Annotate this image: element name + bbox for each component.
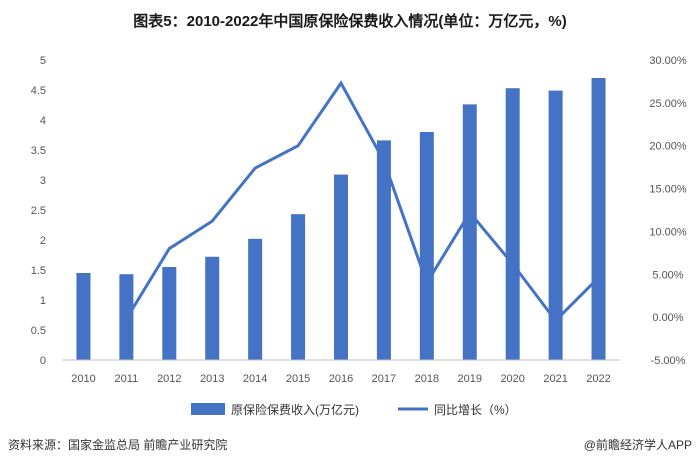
bar-2020 <box>505 88 520 360</box>
x-tick-label: 2017 <box>372 373 396 385</box>
bar-2013 <box>205 256 220 360</box>
left-tick-label: 1.5 <box>31 265 46 277</box>
legend-bar-label: 原保险保费收入(万亿元) <box>231 402 359 417</box>
right-tick-label: 20.00% <box>649 141 687 153</box>
left-axis: 0 0.5 1 1.5 2 2.5 3 3.5 4 4.5 5 <box>31 55 46 367</box>
legend: 原保险保费收入(万亿元) 同比增长（%） <box>191 402 517 417</box>
bar-2010 <box>76 273 91 360</box>
bar-2017 <box>376 140 391 360</box>
x-tick-label: 2021 <box>543 373 567 385</box>
right-tick-label: 25.00% <box>649 98 687 110</box>
x-tick-label: 2016 <box>329 373 353 385</box>
x-tick-label: 2018 <box>415 373 439 385</box>
bar-2012 <box>162 267 177 360</box>
x-tick-label: 2010 <box>71 373 95 385</box>
right-tick-label: 30.00% <box>649 55 687 67</box>
right-tick-label: 0.00% <box>652 312 683 324</box>
x-tick-label: 2020 <box>500 373 524 385</box>
legend-line-label: 同比增长（%） <box>434 403 517 417</box>
left-tick-label: 0.5 <box>31 325 46 337</box>
x-tick-label: 2014 <box>243 373 267 385</box>
right-tick-label: 15.00% <box>649 184 687 196</box>
right-tick-label: 5.00% <box>652 269 683 281</box>
bar-2014 <box>248 238 263 360</box>
line-series <box>125 80 600 323</box>
x-tick-label: 2012 <box>157 373 181 385</box>
x-tick-label: 2013 <box>200 373 224 385</box>
brand-credit: @前瞻经济学人APP <box>584 436 692 453</box>
left-tick-label: 0 <box>40 355 46 367</box>
source-note: 资料来源：国家金监总局 前瞻产业研究院 <box>8 438 228 452</box>
x-tick-label: 2011 <box>115 373 139 385</box>
left-tick-label: 3.5 <box>31 145 46 157</box>
x-tick-label: 2022 <box>586 373 610 385</box>
bar-2015 <box>291 214 306 360</box>
bar-2018 <box>419 132 434 360</box>
legend-bar-swatch <box>191 403 225 415</box>
left-tick-label: 1 <box>40 295 46 307</box>
bar-2016 <box>334 174 348 360</box>
left-tick-label: 4.5 <box>31 85 46 97</box>
brand-text: @前瞻经济学人APP <box>583 438 692 452</box>
left-tick-label: 2.5 <box>31 205 46 217</box>
right-axis: -5.00% 0.00% 5.00% 10.00% 15.00% 20.00% 25.00%… <box>649 55 687 367</box>
bar-series <box>76 78 606 361</box>
bar-2022 <box>591 78 606 360</box>
left-tick-label: 5 <box>40 55 46 67</box>
chart-title: 图表5：2010-2022年中国原保险保费收入情况(单位：万亿元，%) <box>133 13 567 30</box>
x-axis: 2010 2011 2012 2013 2014 2015 2016 2017 2018 2019… <box>62 359 620 385</box>
left-tick-label: 2 <box>40 235 46 247</box>
right-tick-label: -5.00% <box>651 355 686 367</box>
right-tick-label: 10.00% <box>649 226 687 238</box>
growth-line <box>125 80 600 323</box>
left-tick-label: 4 <box>40 115 46 127</box>
x-tick-label: 2015 <box>286 373 310 385</box>
left-tick-label: 3 <box>40 175 46 187</box>
x-tick-label: 2019 <box>458 373 482 385</box>
bar-2019 <box>462 104 477 361</box>
bar-2021 <box>548 90 563 360</box>
